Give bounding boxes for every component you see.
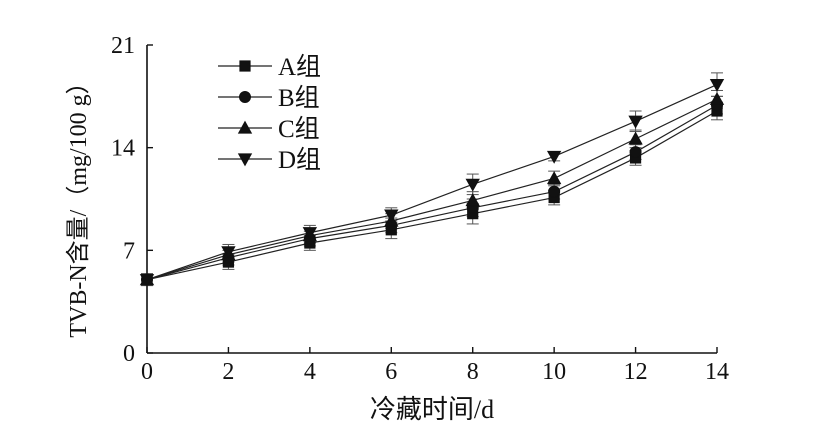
legend-item: A组 <box>218 53 321 81</box>
data-point <box>384 209 399 223</box>
legend-item: C组 <box>218 115 320 143</box>
x-tick-label: 6 <box>385 359 397 385</box>
legend-item: D组 <box>218 146 321 174</box>
y-tick-label: 0 <box>123 341 135 367</box>
data-point <box>302 227 318 241</box>
series-line-a <box>146 110 718 281</box>
x-tick-label: 4 <box>304 359 316 385</box>
series-line-b <box>146 104 718 281</box>
series-line-c <box>146 98 718 281</box>
axes: 0 2 4 6 8 10 12 14 0 7 14 21 <box>111 33 729 385</box>
legend-marker <box>238 91 251 104</box>
data-point <box>709 79 725 92</box>
x-tick-label: 14 <box>705 359 729 385</box>
legend-label: C组 <box>278 115 320 143</box>
y-tick-label: 21 <box>111 33 135 59</box>
x-axis-label: 冷藏时间/d <box>370 395 494 424</box>
data-point <box>465 193 480 207</box>
x-tick-label: 8 <box>467 359 479 385</box>
x-tick-label: 10 <box>542 359 566 385</box>
x-tick-label: 12 <box>624 359 648 385</box>
data-point <box>629 146 642 159</box>
legend-marker <box>237 153 253 167</box>
legend-label: D组 <box>278 146 321 174</box>
legend-item: B组 <box>218 84 320 112</box>
data-point <box>546 150 562 164</box>
data-point <box>628 115 643 129</box>
legend-label: B组 <box>278 84 320 112</box>
y-tick-label: 7 <box>123 238 135 264</box>
data-point <box>221 246 236 260</box>
data-point <box>465 178 480 192</box>
series-lines <box>146 84 718 281</box>
data-point <box>628 131 643 145</box>
legend-marker <box>239 60 251 72</box>
data-point <box>548 185 561 198</box>
x-tick-label: 2 <box>222 359 234 385</box>
series-line-d <box>146 84 718 281</box>
legend-label: A组 <box>278 53 321 81</box>
data-point <box>709 91 725 105</box>
data-point <box>546 171 562 185</box>
legend: A组 B组 C组 D组 <box>218 53 321 174</box>
x-tick-label: 0 <box>141 359 153 385</box>
data-point <box>139 274 155 287</box>
y-axis-label: TVB-N含量/（mg/100 g） <box>65 70 92 337</box>
y-tick-label: 14 <box>111 136 135 162</box>
legend-marker <box>237 120 253 134</box>
data-points <box>139 79 725 287</box>
